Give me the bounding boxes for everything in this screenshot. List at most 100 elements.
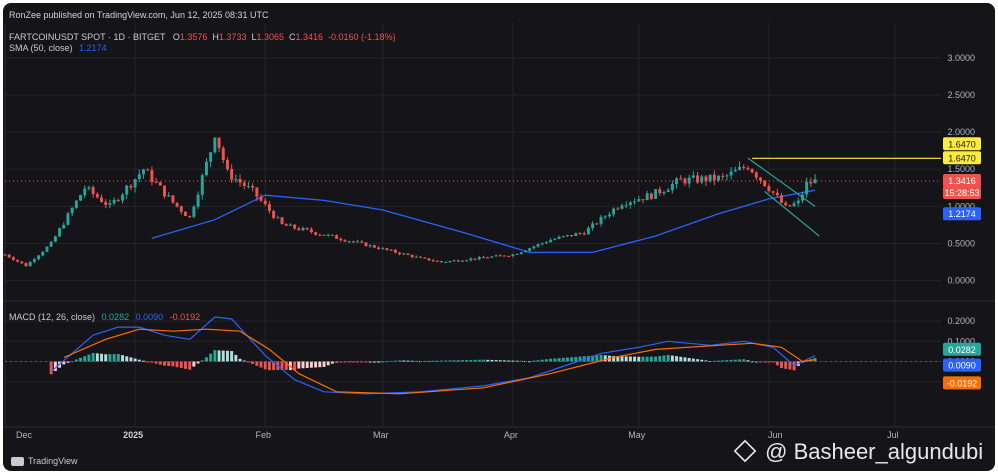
candle-body (372, 245, 376, 248)
macd-histogram-bar (129, 357, 133, 362)
macd-histogram-bar (322, 361, 326, 367)
candle-body (633, 201, 637, 203)
symbol-legend[interactable]: FARTCOINUSDT SPOT · 1D · BITGET O1.3576 H… (9, 32, 396, 42)
candle-body (129, 185, 133, 188)
macd-histogram-bar (628, 356, 632, 362)
candle-body (288, 224, 292, 226)
candle-body (175, 202, 179, 207)
price-axis-tick-label: 3.0000 (947, 53, 975, 63)
candle-body (343, 240, 347, 242)
candle-body (150, 170, 154, 182)
candle-body (213, 137, 217, 153)
macd-histogram-bar (490, 359, 494, 362)
macd-histogram-bar (658, 356, 662, 362)
candle-body (729, 171, 733, 176)
macd-histogram-bar (561, 357, 565, 362)
candle-body (326, 234, 330, 236)
candle-body (377, 247, 381, 249)
candle-body (154, 181, 158, 183)
candle-body (142, 169, 145, 175)
macd-histogram-bar (205, 357, 208, 362)
ohlc-key: O (172, 32, 180, 42)
macd-histogram-bar (146, 361, 150, 363)
candle-body (112, 199, 116, 204)
macd-histogram-bar (221, 350, 225, 362)
macd-histogram-bar (574, 356, 578, 362)
sma-price-tag-bg (943, 207, 981, 221)
candle-body (607, 214, 611, 217)
candle-body (649, 193, 653, 199)
macd-histogram-bar (343, 361, 347, 363)
candle-body (53, 236, 57, 242)
macd-histogram-bar (171, 361, 175, 367)
candle-body (104, 202, 108, 205)
ohlc-item: C1.3416 (289, 32, 323, 42)
candle-body (536, 244, 540, 247)
macd-legend[interactable]: MACD (12, 26, close) 0.0282 0.0090 -0.01… (9, 312, 200, 322)
histogram-value-tag: -0.0192 (947, 378, 978, 388)
candle-body (406, 253, 410, 255)
last-price-tag: 1.3416 (948, 176, 976, 186)
chart-svg[interactable]: 0.0000 0.5000 1.0000 1.5000 2.0000 2.5000 3.00… (3, 3, 995, 471)
candle-body (725, 175, 729, 177)
candle-body (95, 193, 99, 198)
macd-histogram-bar (612, 356, 616, 362)
candle-body (544, 242, 548, 244)
candle-body (469, 258, 473, 261)
candle-body (205, 161, 208, 176)
macd-histogram-bar (603, 355, 607, 362)
ohlc-key: L (251, 32, 257, 42)
ohlc-value: 1.3576 (179, 32, 208, 42)
sma-legend[interactable]: SMA (50, close) 1.2174 (9, 43, 107, 53)
chart-card: 0.0000 0.5000 1.0000 1.5000 2.0000 2.5000 3.00… (3, 3, 995, 471)
candle-body (414, 256, 418, 258)
candle-body (49, 241, 53, 247)
candle-body (574, 233, 578, 236)
candle-body (297, 228, 301, 231)
candle-body (763, 180, 767, 187)
macd-histogram-bar (305, 361, 309, 368)
candle-body (444, 261, 448, 263)
candle-body (66, 213, 70, 225)
resistance-line-tag: 1.6470 (948, 153, 976, 163)
macd-histogram-bar (691, 358, 695, 362)
macd-histogram-bar (242, 360, 246, 362)
candle-body (20, 261, 24, 264)
macd-histogram-bar (544, 359, 548, 362)
macd-histogram-bar (729, 359, 733, 362)
macd-histogram-bar (721, 360, 725, 362)
macd-histogram-bar (771, 361, 775, 363)
candle-body (691, 175, 695, 178)
macd-histogram-bar (288, 361, 292, 371)
macd-histogram-bar (100, 353, 104, 362)
candle-body (196, 194, 200, 207)
candle-body (259, 196, 263, 201)
macd-histogram-bar (163, 361, 166, 366)
candle-body (742, 166, 746, 168)
candle-body (591, 223, 595, 229)
candle-body (146, 169, 150, 171)
candle-body (167, 195, 171, 197)
candle-body (452, 260, 456, 262)
macd-histogram-bar (679, 356, 683, 362)
macd-histogram-bar (704, 360, 708, 362)
macd-histogram-bar (452, 360, 456, 362)
candle-body (717, 175, 721, 181)
macd-histogram-bar (599, 354, 603, 362)
candle-body (578, 233, 582, 235)
candle-body (561, 236, 565, 238)
macd-histogram-bar (586, 355, 590, 362)
macd-histogram-bar (784, 361, 788, 369)
macd-histogram-bar (528, 361, 532, 363)
candle-body (7, 254, 11, 258)
macd-histogram-bar (377, 361, 381, 363)
macd-histogram-bar (326, 361, 330, 366)
candle-body (675, 178, 679, 185)
candle-body (792, 203, 796, 207)
candle-body (683, 178, 687, 184)
tradingview-brand[interactable]: TradingView (11, 456, 78, 466)
candle-body (79, 195, 83, 201)
macd-axis-tick-label: 0.2000 (947, 316, 975, 326)
candle-body (654, 189, 658, 199)
published-line: RonZee published on TradingView.com, Jun… (9, 10, 269, 20)
